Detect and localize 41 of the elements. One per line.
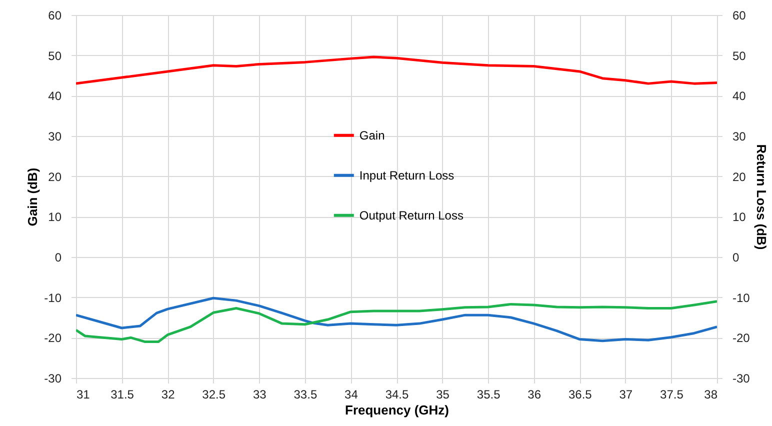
x-tick-label: 33 (252, 388, 267, 402)
y-axis-title: Gain (dB) (25, 168, 40, 226)
legend-label: Input Return Loss (359, 168, 454, 182)
x-tick-label: 35.5 (476, 388, 501, 402)
legend-label: Gain (359, 128, 385, 142)
x-tick-label: 36 (528, 388, 542, 402)
y-tick-label: -20 (44, 331, 62, 346)
y2-tick-label: 40 (732, 89, 746, 104)
y-tick-label: -10 (44, 290, 62, 305)
y-tick-label: 20 (48, 170, 62, 184)
y-tick-label: 40 (48, 89, 62, 104)
y-tick-label: -30 (44, 372, 62, 386)
y-tick-label: 30 (48, 130, 62, 144)
x-tick-label: 34.5 (385, 388, 409, 402)
x-tick-label: 36.5 (568, 388, 592, 402)
y-tick-label: 50 (48, 48, 62, 63)
y-tick-label: 60 (48, 8, 62, 22)
y2-tick-label: 30 (732, 130, 746, 144)
x-tick-label: 32.5 (202, 388, 226, 402)
x-tick-label: 35 (436, 388, 450, 402)
x-tick-label: 31 (76, 388, 90, 402)
x-tick-label: 34 (344, 388, 358, 402)
legend-label: Output Return Loss (359, 208, 464, 222)
x-tick-label: 31.5 (110, 388, 134, 402)
y2-tick-label: -20 (732, 331, 750, 346)
y2-tick-label: 50 (732, 48, 746, 63)
y2-tick-label: 10 (732, 210, 746, 224)
y2-tick-label: 0 (732, 250, 740, 264)
y2-tick-label: 20 (732, 170, 746, 184)
y2-tick-label: 60 (732, 8, 746, 22)
y2-tick-label: -10 (732, 290, 750, 305)
x-tick-label: 32 (161, 388, 176, 402)
y-tick-label: 0 (54, 250, 62, 264)
x-tick-label: 37.5 (660, 388, 684, 402)
y-tick-label: 10 (48, 210, 62, 224)
x-axis-title: Frequency (GHz) (344, 402, 450, 418)
y2-axis-title: Return Loss (dB) (754, 144, 769, 250)
y2-tick-label: -30 (732, 372, 750, 386)
x-tick-label: 37 (619, 388, 633, 402)
x-tick-label: 38 (704, 388, 718, 402)
x-tick-label: 33.5 (294, 388, 318, 402)
